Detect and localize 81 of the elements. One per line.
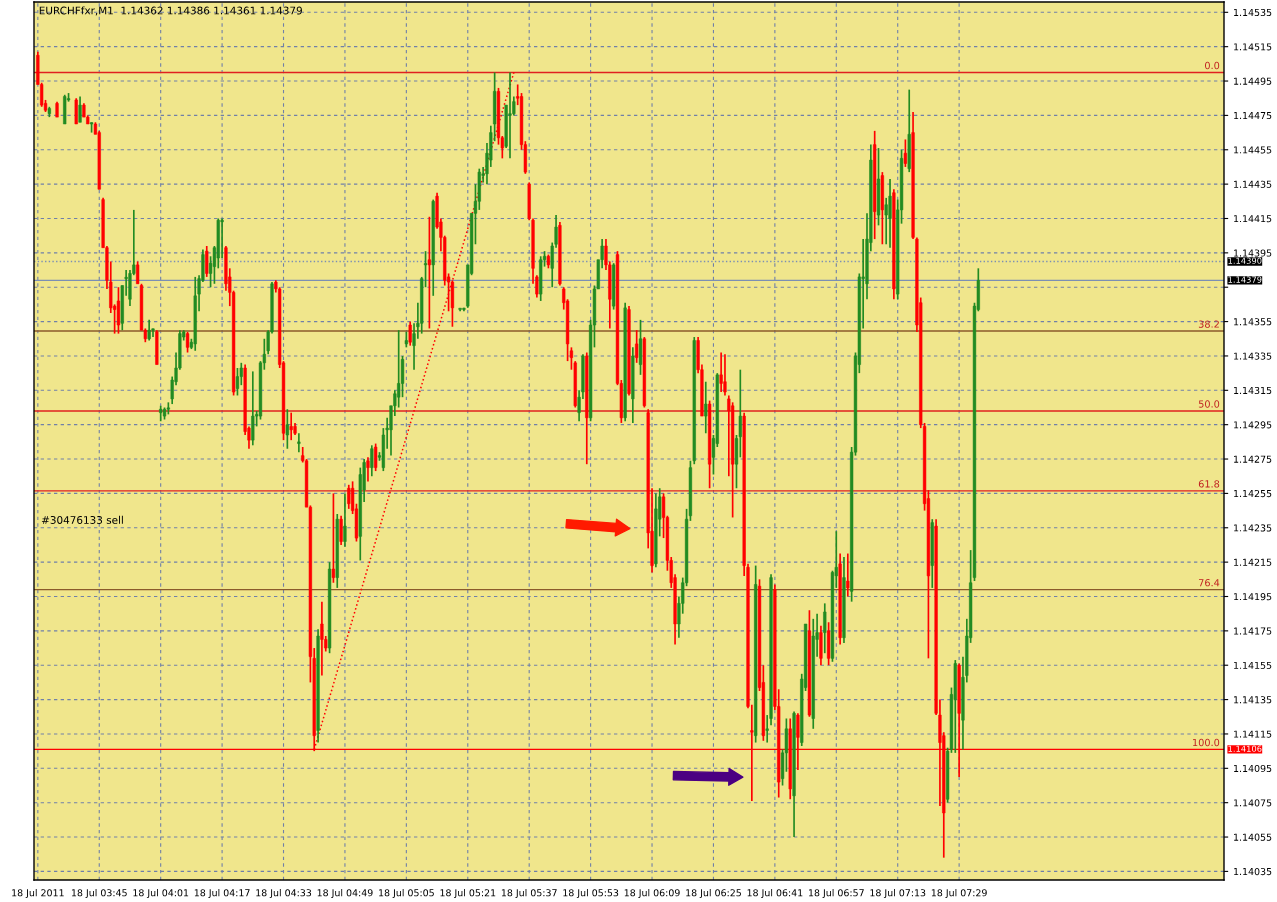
- candlestick: [903, 138, 908, 168]
- x-tick-label: 18 Jul 05:05: [379, 889, 434, 899]
- ref-line-label: 1.14106: [1228, 745, 1262, 752]
- y-tick-label: 1.14155: [1234, 661, 1272, 669]
- candlestick: [427, 215, 432, 330]
- annotation: 38.2: [1198, 320, 1219, 328]
- candlestick: [285, 408, 289, 450]
- candlestick: [823, 602, 827, 655]
- y-tick-label: 1.14495: [1234, 77, 1272, 85]
- candlestick: [508, 71, 512, 160]
- y-tick-label: 1.14215: [1234, 558, 1272, 566]
- candlestick: [220, 217, 224, 259]
- candlestick: [719, 351, 723, 393]
- x-tick-label: 18 Jul 05:37: [501, 889, 557, 899]
- candlestick: [884, 197, 888, 246]
- y-tick-label: 1.14455: [1234, 146, 1272, 154]
- annotation: #30476133 sell: [41, 515, 123, 524]
- x-tick-label: 18 Jul 05:53: [563, 889, 619, 899]
- candlestick: [147, 319, 151, 342]
- x-tick-label: 18 Jul 05:21: [440, 889, 496, 899]
- x-tick-label: 18 Jul 04:01: [133, 889, 189, 899]
- y-tick-label: 1.14475: [1234, 112, 1272, 120]
- x-tick-label: 18 Jul 04:17: [194, 889, 250, 899]
- candlestick: [370, 444, 374, 478]
- candlestick: [366, 456, 370, 483]
- y-tick-label: 1.14435: [1234, 180, 1272, 188]
- x-tick-label: 18 Jul 07:13: [870, 889, 926, 899]
- y-tick-label: 1.14055: [1234, 833, 1272, 841]
- x-tick-label: 18 Jul 2011: [12, 889, 64, 899]
- annotation: 100.0: [1193, 738, 1220, 747]
- candlestick: [347, 483, 351, 510]
- y-tick-label: 1.14175: [1234, 627, 1272, 635]
- x-tick-label: 18 Jul 07:29: [931, 889, 987, 899]
- candlestick: [408, 320, 412, 347]
- y-tick-label: 1.14315: [1234, 386, 1272, 395]
- y-tick-label: 1.14275: [1234, 455, 1272, 463]
- candlestick: [846, 552, 850, 598]
- y-tick-label: 1.14515: [1234, 43, 1272, 51]
- x-tick-label: 18 Jul 06:57: [809, 889, 864, 899]
- annotation: 50.0: [1198, 400, 1220, 408]
- y-tick-label: 1.14335: [1234, 352, 1272, 360]
- candlestick: [374, 442, 378, 472]
- candlestick: [331, 492, 336, 584]
- ref-line-label: 1.14379: [1228, 276, 1262, 283]
- candlestick: [635, 329, 639, 364]
- candlestick: [704, 380, 708, 435]
- chart-title: EURCHFfxr,M1 1.14362 1.14386 1.14361 1.14379: [39, 6, 302, 16]
- y-tick-label: 1.14235: [1234, 524, 1272, 532]
- y-tick-label: 1.14535: [1234, 8, 1272, 17]
- y-tick-label: 1.14395: [1234, 249, 1272, 257]
- y-tick-label: 1.14255: [1234, 489, 1272, 498]
- x-tick-label: 18 Jul 06:09: [624, 889, 680, 899]
- y-tick-label: 1.14115: [1234, 730, 1272, 738]
- candlestick: [723, 353, 727, 397]
- y-tick-label: 1.14095: [1234, 764, 1272, 773]
- x-tick-label: 18 Jul 06:41: [747, 889, 803, 899]
- candlestick: [235, 367, 240, 397]
- annotation: 76.4: [1198, 579, 1220, 587]
- annotation: 61.8: [1198, 480, 1220, 488]
- candlestick: [320, 600, 324, 677]
- y-tick-label: 1.14415: [1234, 215, 1272, 223]
- x-tick-label: 18 Jul 04:49: [317, 889, 373, 899]
- y-tick-label: 1.14075: [1234, 799, 1272, 807]
- candlestick: [289, 411, 293, 441]
- ref-line-label: 1.14390: [1228, 257, 1262, 264]
- y-tick-label: 1.14135: [1234, 696, 1272, 704]
- candlestick: [78, 95, 82, 124]
- candlestick: [205, 245, 209, 278]
- candlestick: [339, 514, 343, 546]
- candlestick: [343, 492, 347, 548]
- y-tick-label: 1.14355: [1234, 318, 1272, 326]
- x-tick-label: 18 Jul 03:45: [71, 889, 127, 899]
- annotation: 0.0: [1205, 61, 1220, 70]
- y-tick-label: 1.14035: [1234, 867, 1272, 876]
- x-tick-label: 18 Jul 06:25: [686, 889, 741, 899]
- y-tick-label: 1.14195: [1234, 593, 1272, 601]
- x-tick-label: 18 Jul 04:33: [256, 889, 312, 899]
- y-tick-label: 1.14295: [1234, 421, 1272, 429]
- candlestick: [297, 432, 301, 454]
- candlestick: [185, 331, 190, 354]
- candlestick: [888, 178, 892, 249]
